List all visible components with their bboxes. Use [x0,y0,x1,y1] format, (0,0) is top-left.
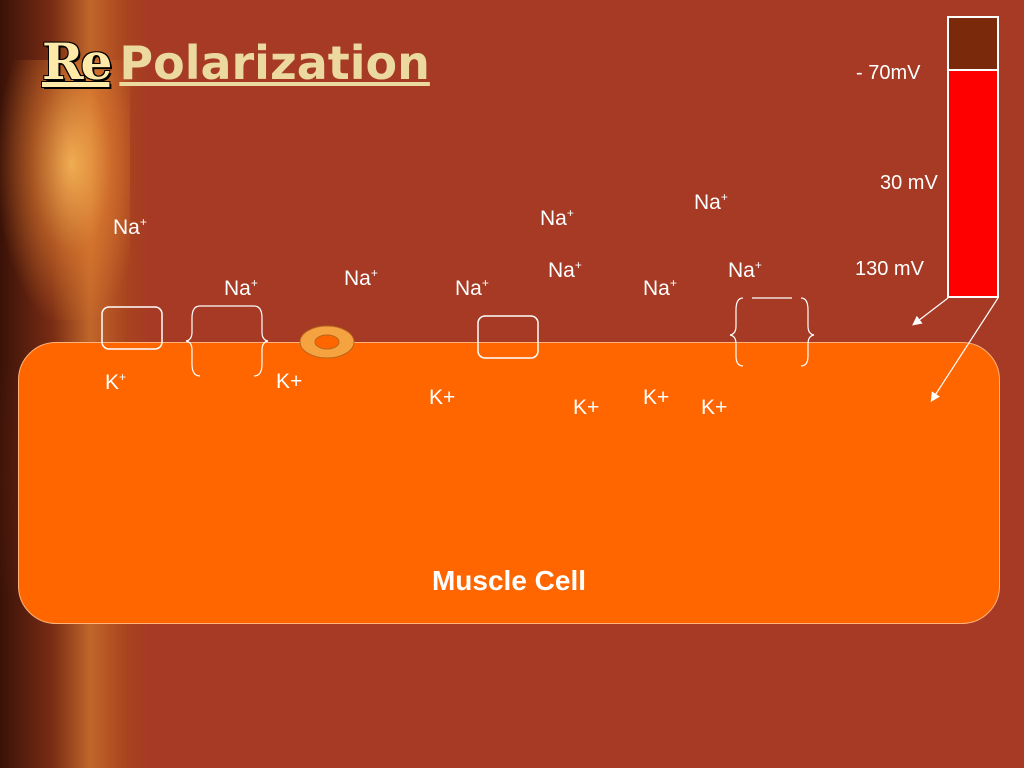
title-main: Polarization [119,36,430,90]
voltage-meter [947,16,999,298]
muscle-cell-label: Muscle Cell [431,565,587,596]
meter-pointer-line [912,297,949,326]
sodium-ion: Na+ [694,190,728,214]
potassium-ion: K+ [429,386,456,409]
ion-channel [477,315,539,359]
potassium-ion: K+ [105,370,127,394]
sodium-ion: Na+ [455,276,489,300]
ion-channel [101,306,163,350]
ion-channel [185,305,269,377]
sodium-ion: Na+ [113,215,147,239]
potassium-ion: K+ [573,396,600,419]
sodium-ion: Na+ [540,206,574,230]
potassium-ion: K+ [276,370,303,393]
pump-pore [314,334,340,350]
voltage-label-30: 30 mV [880,172,938,194]
slide-title: Re Polarization [42,32,430,91]
ion-channel [729,297,815,367]
sodium-ion: Na+ [224,276,258,300]
voltage-label-minus-70: - 70mV [856,62,921,84]
meter-pointer-line [930,297,999,403]
muscle-cell: Muscle Cell [18,342,1000,624]
sodium-ion: Na+ [728,258,762,282]
voltage-label-130: 130 mV [855,258,924,280]
title-prefix: Re [42,32,112,91]
sodium-ion: Na+ [344,266,378,290]
potassium-ion: K+ [701,396,728,419]
sodium-ion: Na+ [643,276,677,300]
potassium-ion: K+ [643,386,670,409]
sodium-ion: Na+ [548,258,582,282]
voltage-meter-top-section [949,18,997,71]
